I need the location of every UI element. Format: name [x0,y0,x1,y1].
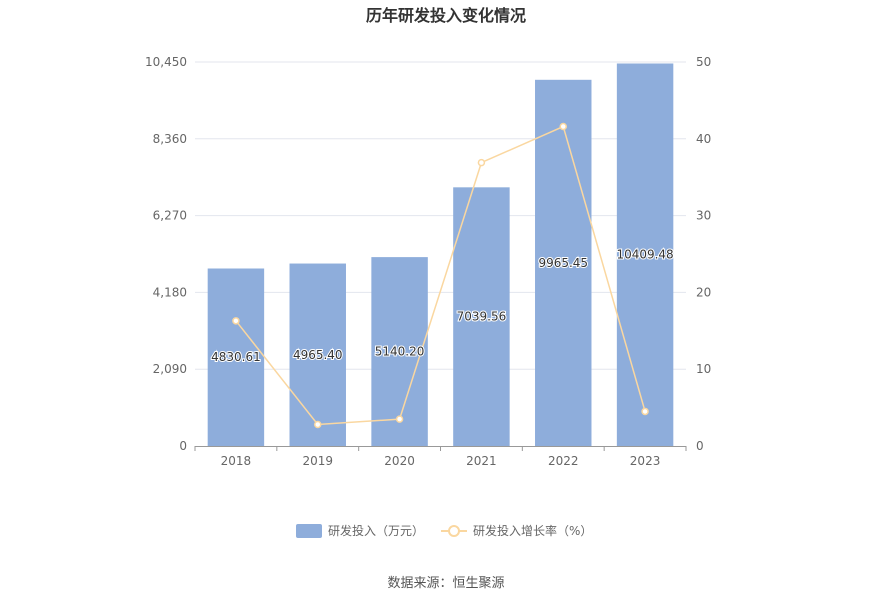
bar [453,187,510,447]
y-left-tick-label: 10,450 [145,55,187,69]
x-tick-label: 2018 [221,454,252,468]
x-tick-label: 2022 [548,454,579,468]
legend-line-marker [448,525,460,537]
y-right-tick-label: 50 [696,55,711,69]
legend-item-line[interactable]: 研发投入增长率（%） [441,523,592,538]
bar-data-label: 7039.56 [457,310,507,324]
line-point [314,420,322,429]
y-right-tick-label: 0 [696,439,704,453]
bar-data-label: 10409.48 [616,248,673,262]
bar [616,63,674,447]
bar [207,268,265,446]
line-point [477,158,486,167]
legend-bar-label: 研发投入（万元） [328,523,424,538]
y-left-tick-label: 4,180 [153,285,187,299]
y-left-tick-label: 6,270 [153,209,187,223]
x-tick-label: 2019 [302,454,333,468]
chart-title: 历年研发投入变化情况 [366,6,526,25]
legend-line-label: 研发投入增长率（%） [473,523,592,538]
gridlines [195,61,686,370]
growth-line [235,125,646,426]
legend[interactable]: 研发投入（万元） 研发投入增长率（%） [296,523,592,538]
legend-bar-swatch [296,524,322,538]
bar-series [207,63,674,447]
bar-data-labels: 4830.61 4965.40 5140.20 7039.56 9965.45 10409… [210,247,675,366]
x-tick-label: 2020 [384,454,415,468]
bar [371,257,428,446]
y-left-tick-label: 2,090 [153,362,187,376]
line-point [641,407,649,416]
y-right-tick-label: 10 [696,362,711,376]
x-axis: 2018 2019 2020 2021 2022 2023 [194,446,687,468]
line-point [559,122,567,131]
y-axis-right: 0 10 20 30 40 50 [696,55,711,453]
line-series [232,122,649,429]
line-point [395,415,404,423]
source-text: 数据来源：恒生聚源 [387,576,504,591]
bar-data-label: 5140.20 [375,345,425,359]
y-right-tick-label: 20 [696,285,711,299]
x-tick-label: 2021 [466,454,497,468]
bar-data-label: 4830.61 [211,350,261,364]
y-left-tick-label: 0 [179,439,187,453]
y-right-tick-label: 30 [696,209,711,223]
bar [535,79,592,446]
legend-item-bar[interactable]: 研发投入（万元） [296,523,424,538]
bar-data-label: 9965.45 [538,256,588,270]
y-right-tick-label: 40 [696,132,711,146]
bar [289,263,346,446]
bar-data-label: 4965.40 [293,348,343,362]
y-axis-left: 0 2,090 4,180 6,270 8,360 10,450 [145,55,187,453]
line-point [232,317,240,325]
x-tick-label: 2023 [630,454,661,468]
y-left-tick-label: 8,360 [153,132,187,146]
